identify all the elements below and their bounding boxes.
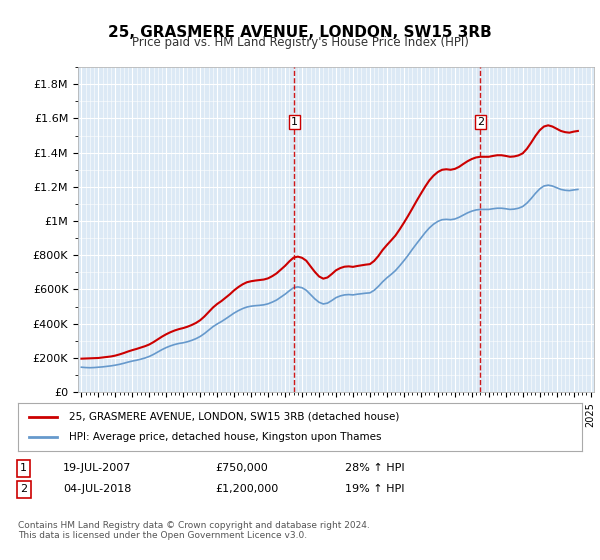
Text: 2: 2 <box>20 484 27 494</box>
Text: Price paid vs. HM Land Registry's House Price Index (HPI): Price paid vs. HM Land Registry's House … <box>131 36 469 49</box>
Text: 04-JUL-2018: 04-JUL-2018 <box>63 484 131 494</box>
Text: Contains HM Land Registry data © Crown copyright and database right 2024.
This d: Contains HM Land Registry data © Crown c… <box>18 521 370 540</box>
Text: 1: 1 <box>291 117 298 127</box>
Text: 19-JUL-2007: 19-JUL-2007 <box>63 463 131 473</box>
Text: £1,200,000: £1,200,000 <box>215 484 278 494</box>
Text: HPI: Average price, detached house, Kingston upon Thames: HPI: Average price, detached house, King… <box>69 432 381 442</box>
Text: 25, GRASMERE AVENUE, LONDON, SW15 3RB (detached house): 25, GRASMERE AVENUE, LONDON, SW15 3RB (d… <box>69 412 399 422</box>
Text: 2: 2 <box>477 117 484 127</box>
Text: 25, GRASMERE AVENUE, LONDON, SW15 3RB: 25, GRASMERE AVENUE, LONDON, SW15 3RB <box>108 25 492 40</box>
Text: £750,000: £750,000 <box>215 463 268 473</box>
Text: 19% ↑ HPI: 19% ↑ HPI <box>345 484 404 494</box>
Text: 1: 1 <box>20 463 27 473</box>
Text: 28% ↑ HPI: 28% ↑ HPI <box>345 463 405 473</box>
